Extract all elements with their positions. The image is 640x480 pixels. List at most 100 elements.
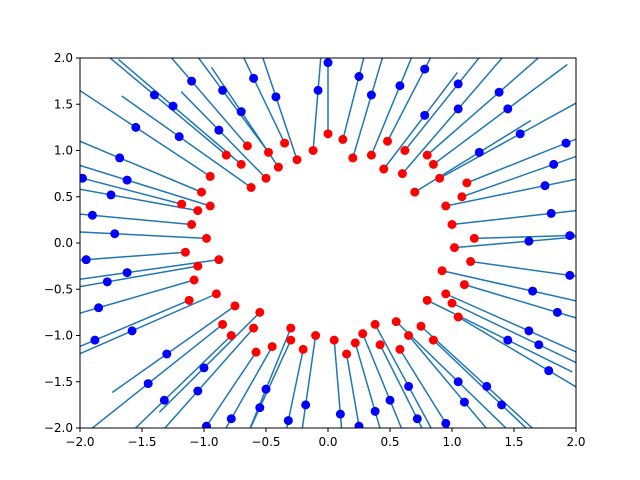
blue-point xyxy=(420,110,430,120)
red-point xyxy=(348,153,358,163)
connector-line xyxy=(80,140,202,193)
connector-line xyxy=(420,325,534,428)
connector-line xyxy=(461,155,576,198)
connector-line xyxy=(352,58,384,159)
blue-point xyxy=(255,403,265,413)
y-tick-label: 2.0 xyxy=(54,51,73,65)
x-tick-label: −2.0 xyxy=(65,435,94,449)
red-point xyxy=(469,233,479,243)
blue-point xyxy=(226,414,236,424)
red-point xyxy=(286,323,296,333)
red-point xyxy=(187,220,197,229)
connector-line xyxy=(370,58,413,156)
red-point xyxy=(292,155,302,165)
connector-line xyxy=(445,293,576,353)
blue-point xyxy=(544,366,554,376)
red-point xyxy=(230,301,240,311)
connector-line xyxy=(170,58,248,147)
red-point xyxy=(459,280,469,290)
connector-line xyxy=(163,327,255,428)
blue-point xyxy=(370,406,380,416)
connector-line xyxy=(262,58,298,160)
blue-point xyxy=(249,73,259,83)
blue-point xyxy=(354,72,364,81)
x-tick-label: −1.0 xyxy=(189,435,218,449)
connector-line xyxy=(439,102,576,179)
connector-line xyxy=(111,305,236,394)
blue-point xyxy=(131,122,141,132)
blue-point xyxy=(453,377,463,387)
red-point xyxy=(211,289,221,299)
red-point xyxy=(197,187,207,197)
red-point xyxy=(311,331,321,340)
connector-line xyxy=(362,333,403,428)
connector-line xyxy=(80,299,190,348)
x-tick-label: 1.0 xyxy=(442,435,461,449)
connector-line xyxy=(91,323,224,428)
blue-point xyxy=(524,326,534,336)
red-point xyxy=(338,134,348,144)
red-point xyxy=(447,298,457,308)
connector-line xyxy=(286,349,304,428)
red-point xyxy=(286,335,296,345)
blue-point xyxy=(143,379,153,389)
red-point xyxy=(395,344,405,354)
connector-line xyxy=(401,58,504,175)
connector-line xyxy=(386,58,432,142)
blue-point xyxy=(162,349,172,359)
red-point xyxy=(428,159,438,169)
red-point xyxy=(267,342,277,352)
connector-line xyxy=(466,138,576,184)
red-point xyxy=(457,192,467,202)
connector-line xyxy=(80,251,186,261)
red-point xyxy=(437,266,447,276)
connector-line xyxy=(404,58,480,151)
connector-line xyxy=(441,270,576,302)
blue-point xyxy=(366,90,376,100)
blue-point xyxy=(385,395,395,405)
red-point xyxy=(428,335,438,345)
connector-line xyxy=(474,234,576,240)
red-point xyxy=(358,329,368,339)
connector-line xyxy=(108,58,227,156)
red-point xyxy=(205,171,215,181)
blue-point xyxy=(515,129,525,139)
red-point xyxy=(453,312,463,322)
blue-point xyxy=(482,381,492,391)
red-point xyxy=(189,275,199,285)
red-point xyxy=(246,183,256,192)
connector-line xyxy=(249,339,292,428)
red-point xyxy=(400,146,410,155)
red-point xyxy=(251,347,261,357)
connector-line xyxy=(80,213,192,226)
connector-line xyxy=(204,351,257,428)
x-axis: −2.0 −1.5 −1.0 −0.5 0.0 0.5 1.0 1.5 2.0 xyxy=(65,428,586,449)
red-point xyxy=(383,136,393,146)
red-point xyxy=(323,129,333,139)
connector-line xyxy=(470,260,576,277)
blue-point xyxy=(168,101,178,111)
data-points xyxy=(80,58,575,428)
blue-point xyxy=(323,58,333,68)
red-point xyxy=(255,307,265,317)
blue-point xyxy=(534,340,544,350)
blue-point xyxy=(122,175,132,185)
connector-lines xyxy=(80,58,576,428)
red-point xyxy=(342,349,352,359)
blue-point xyxy=(87,210,97,220)
blue-point xyxy=(395,81,405,91)
connector-line xyxy=(457,316,576,388)
blue-point xyxy=(159,395,169,405)
blue-point xyxy=(271,92,281,102)
blue-point xyxy=(127,326,137,336)
blue-point xyxy=(313,85,323,95)
connector-line xyxy=(342,58,365,140)
blue-point xyxy=(283,416,293,426)
x-tick-label: 0.0 xyxy=(318,435,337,449)
blue-point xyxy=(459,397,469,407)
connector-line xyxy=(117,58,242,165)
blue-point xyxy=(453,79,463,89)
blue-point xyxy=(174,132,184,142)
red-point xyxy=(441,201,451,211)
